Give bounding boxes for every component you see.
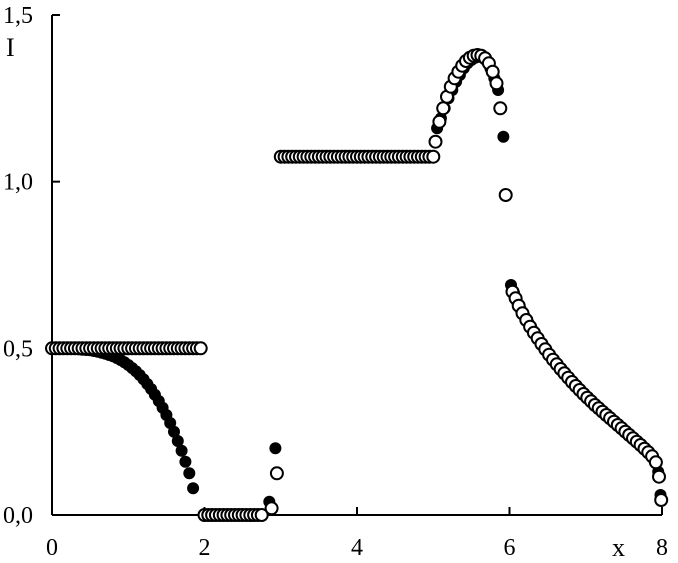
tick-marks [51, 14, 663, 516]
hollow-data-point [436, 101, 451, 116]
x-tick-label: 6 [504, 535, 516, 561]
hollow-data-point [193, 341, 208, 356]
y-axis-label: I [6, 33, 15, 62]
tick-labels: 0 2 4 6 8 0,0 0,5 1,0 1,5 [3, 3, 668, 561]
filled-data-point [179, 455, 192, 468]
hollow-data-point [652, 469, 666, 484]
y-tick-label: 0,5 [3, 336, 33, 362]
filled-data-point [497, 130, 510, 143]
hollow-data-point [428, 134, 443, 149]
y-tick-label: 0,0 [3, 503, 33, 529]
data-points [45, 48, 669, 522]
hollow-data-point [264, 501, 279, 516]
x-axis-label: x [612, 533, 625, 562]
hollow-marker-series [45, 48, 669, 522]
x-tick-label: 8 [656, 535, 668, 561]
hollow-data-point [269, 466, 284, 481]
hollow-data-point [485, 64, 500, 79]
filled-data-point [183, 467, 196, 480]
filled-marker-series [46, 50, 667, 521]
hollow-data-point [432, 114, 447, 129]
filled-data-point [171, 435, 184, 447]
hollow-data-point [254, 508, 269, 522]
x-tick-label: 0 [46, 535, 58, 561]
filled-data-point [187, 482, 200, 495]
x-tick-label: 2 [199, 535, 211, 561]
hollow-data-point [489, 76, 504, 91]
hollow-data-point [426, 149, 441, 164]
axes [51, 15, 662, 516]
filled-data-point [269, 442, 282, 455]
x-tick-label: 4 [351, 535, 363, 561]
hollow-data-point [654, 493, 669, 507]
hollow-data-point [493, 101, 508, 116]
y-tick-label: 1,5 [3, 3, 33, 29]
hollow-data-point [498, 188, 513, 202]
hollow-data-point [648, 455, 663, 470]
filled-data-point [175, 444, 188, 457]
y-tick-label: 1,0 [3, 170, 33, 196]
filled-data-point [168, 425, 180, 438]
